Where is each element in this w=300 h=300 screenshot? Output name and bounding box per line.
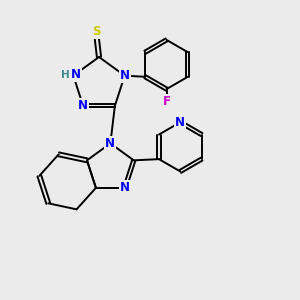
Text: N: N: [120, 181, 130, 194]
Text: N: N: [120, 69, 130, 82]
Text: N: N: [78, 99, 88, 112]
Text: N: N: [105, 137, 116, 150]
Text: F: F: [163, 95, 170, 108]
Text: N: N: [175, 116, 185, 129]
Text: H: H: [61, 70, 70, 80]
Text: S: S: [92, 25, 100, 38]
Text: N: N: [71, 68, 81, 81]
